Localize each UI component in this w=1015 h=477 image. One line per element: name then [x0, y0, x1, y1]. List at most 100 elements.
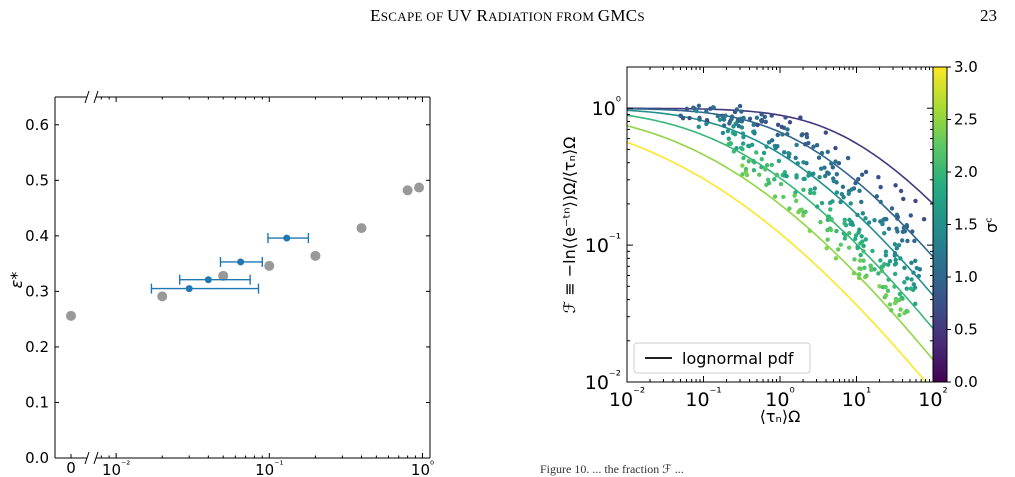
simulation-point [858, 266, 863, 272]
simulation-point [755, 122, 760, 128]
colorbar-tick-label: 0.5 [954, 321, 978, 339]
simulation-point [812, 186, 818, 191]
simulation-point [818, 166, 824, 171]
simulation-point [843, 232, 848, 238]
simulation-point [861, 258, 866, 263]
simulation-point [806, 140, 811, 146]
simulation-point [725, 128, 731, 134]
y-tick-label: 0.5 [25, 171, 49, 189]
simulation-point [734, 145, 739, 151]
simulation-point [801, 187, 806, 193]
simulation-point [737, 103, 743, 109]
simulation-point [793, 155, 798, 161]
simulation-point [862, 265, 867, 271]
simulation-point [892, 271, 898, 277]
y-tick-label: 0.6 [25, 116, 49, 134]
legend-label: lognormal pdf [682, 349, 794, 368]
simulation-point [740, 163, 745, 168]
simulation-point [846, 245, 852, 250]
simulation-point [787, 120, 793, 125]
simulation-point [880, 284, 886, 290]
simulation-point [898, 307, 903, 312]
simulation-point [863, 237, 868, 242]
simulation-point [913, 258, 918, 263]
gray-data-point [356, 223, 367, 234]
simulation-point [887, 258, 893, 264]
simulation-point [833, 256, 839, 261]
simulation-point [772, 194, 778, 199]
simulation-point [811, 144, 816, 149]
simulation-point [833, 145, 838, 151]
simulation-point [847, 230, 852, 236]
simulation-point [883, 293, 889, 298]
simulation-point [878, 258, 883, 263]
colorbar-tick-label: 3.0 [954, 58, 978, 76]
runhead-part: S [637, 9, 645, 24]
y-axis-label: ε* [7, 272, 26, 289]
simulation-point [759, 117, 765, 123]
simulation-point [892, 300, 898, 306]
simulation-point [729, 116, 734, 122]
simulation-point [822, 173, 828, 179]
simulation-point [834, 190, 840, 195]
simulation-point [853, 233, 859, 238]
simulation-point [855, 212, 860, 218]
gray-data-point [402, 185, 413, 196]
simulation-point [743, 166, 749, 172]
simulation-point [883, 249, 889, 254]
simulation-point [772, 177, 777, 182]
x-tick-label: 10¹ [842, 386, 871, 411]
simulation-point [905, 276, 910, 281]
simulation-point [872, 218, 877, 223]
simulation-point [740, 131, 746, 136]
simulation-point [826, 214, 831, 219]
simulation-point [741, 155, 746, 161]
simulation-point [883, 253, 889, 258]
simulation-point [739, 109, 744, 114]
legend-box [633, 342, 811, 374]
simulation-point [734, 107, 740, 112]
simulation-point [884, 216, 889, 222]
simulation-point [811, 190, 817, 196]
simulation-point [860, 239, 865, 244]
simulation-point [893, 183, 898, 188]
simulation-point [766, 180, 772, 186]
simulation-point [807, 228, 812, 234]
simulation-point [763, 167, 768, 172]
simulation-point [829, 161, 834, 166]
blue-data-point [185, 285, 193, 293]
y-tick-label: 0.0 [25, 449, 49, 467]
simulation-point [759, 112, 764, 117]
simulation-point [819, 200, 825, 206]
simulation-point [732, 132, 738, 137]
simulation-point [739, 125, 745, 130]
simulation-point [752, 131, 757, 136]
simulation-point [904, 286, 909, 291]
blue-data-point [204, 276, 212, 284]
simulation-point [769, 113, 774, 118]
simulation-point [822, 165, 827, 170]
simulation-point [746, 159, 751, 164]
lognormal-curve [627, 107, 933, 205]
simulation-point [764, 163, 770, 168]
simulation-point [721, 123, 727, 128]
simulation-point [764, 144, 769, 149]
simulation-point [696, 124, 701, 130]
simulation-point [687, 115, 692, 121]
page-number: 23 [980, 6, 997, 25]
simulation-point [913, 301, 918, 307]
simulation-point [914, 265, 920, 271]
simulation-point [853, 236, 858, 242]
simulation-point [711, 105, 716, 110]
runhead-part: SCAPE OF [380, 9, 448, 24]
lognormal-curve [627, 109, 933, 296]
simulation-point [774, 172, 780, 177]
simulation-point [852, 257, 857, 262]
simulation-point [775, 132, 780, 138]
simulation-point [835, 247, 841, 252]
simulation-point [859, 199, 864, 205]
simulation-point [874, 194, 879, 199]
simulation-point [819, 150, 825, 156]
simulation-point [876, 271, 881, 276]
simulation-point [738, 116, 744, 122]
